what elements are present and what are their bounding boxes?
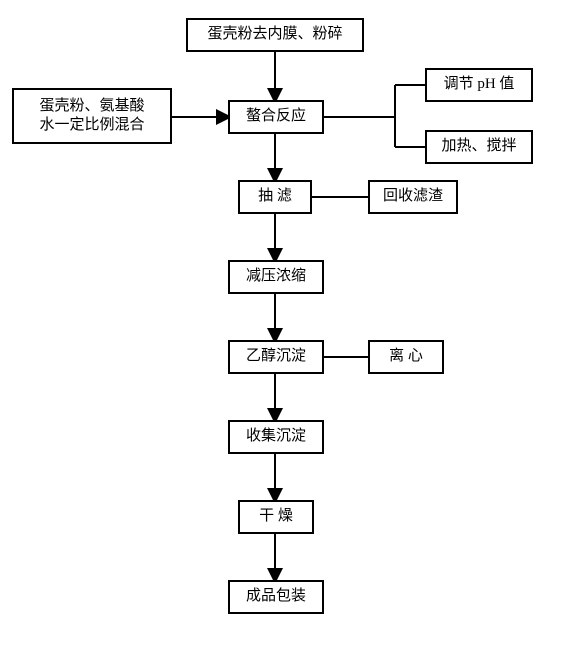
node-n13: 成品包装 (228, 580, 324, 614)
node-n1: 蛋壳粉去内膜、粉碎 (186, 18, 364, 52)
node-n12: 干 燥 (238, 500, 314, 534)
node-n9: 乙醇沉淀 (228, 340, 324, 374)
node-n7: 回收滤渣 (368, 180, 458, 214)
node-n4: 调节 pH 值 (425, 68, 533, 102)
node-n3: 螯合反应 (228, 100, 324, 134)
node-n5: 加热、搅拌 (425, 130, 533, 164)
node-n8: 减压浓缩 (228, 260, 324, 294)
node-n11: 收集沉淀 (228, 420, 324, 454)
node-n6: 抽 滤 (238, 180, 312, 214)
node-n2: 蛋壳粉、氨基酸 水一定比例混合 (12, 88, 172, 144)
node-n10: 离 心 (368, 340, 444, 374)
